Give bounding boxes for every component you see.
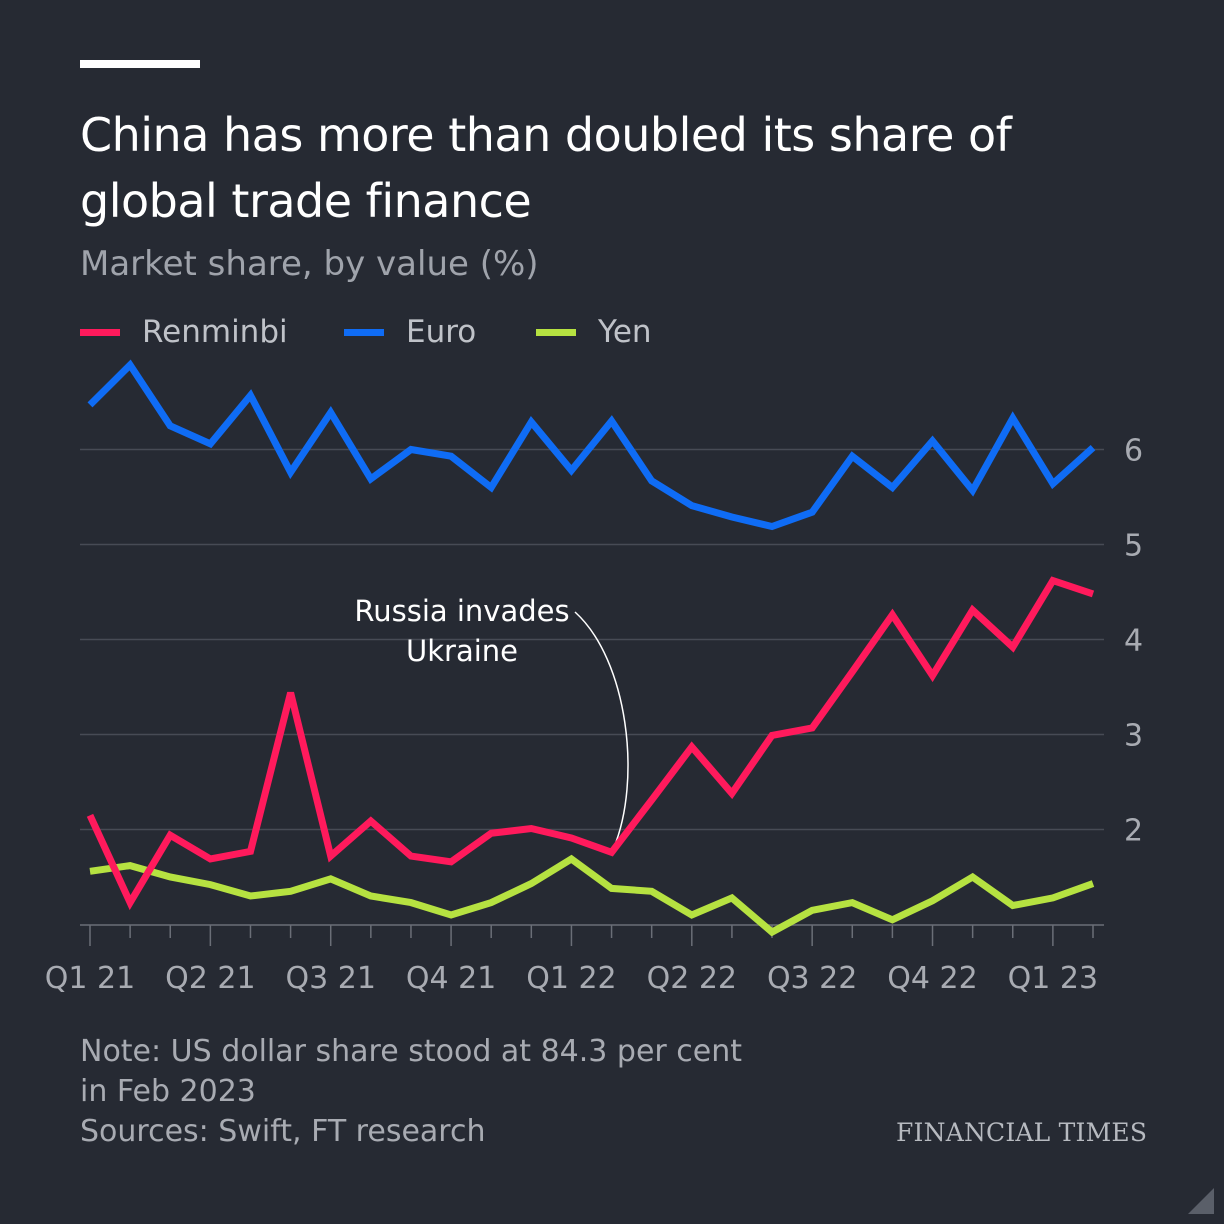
series-line-renminbi	[86, 576, 1095, 911]
legend-item-euro: Euro	[344, 310, 476, 354]
y-tick-label-6: 6	[1124, 434, 1143, 469]
note-line-2: in Feb 2023	[80, 1074, 256, 1109]
legend-label-yen: Yen	[598, 314, 652, 350]
chart-title: China has more than doubled its share of…	[80, 108, 1012, 228]
y-tick-label-2: 2	[1124, 814, 1143, 849]
x-tick-label: Q1 22	[526, 961, 616, 996]
x-tick-label: Q1 21	[45, 961, 135, 996]
y-tick-label-3: 3	[1124, 719, 1143, 754]
annotation-text: Russia invades	[354, 594, 569, 628]
x-tick-label: Q1 23	[1008, 961, 1098, 996]
x-tick-label: Q2 22	[647, 961, 737, 996]
annotation-connector	[574, 611, 629, 849]
x-tick-label: Q4 22	[887, 961, 977, 996]
header-accent-bar	[80, 60, 200, 68]
legend-swatch-euro	[344, 328, 384, 336]
annotation-text: Ukraine	[406, 634, 518, 668]
chart-notes: Note: US dollar share stood at 84.3 per …	[80, 1032, 742, 1152]
corner-fold-icon	[1188, 1188, 1214, 1214]
legend-swatch-renminbi	[80, 328, 120, 336]
x-tick-label: Q4 21	[406, 961, 496, 996]
x-tick-label: Q3 22	[767, 961, 857, 996]
y-tick-label-5: 5	[1124, 529, 1143, 564]
note-line-1: Note: US dollar share stood at 84.3 per …	[80, 1034, 743, 1069]
x-tick-label: Q2 21	[165, 961, 255, 996]
x-tick-label: Q3 21	[286, 961, 376, 996]
chart-subtitle: Market share, by value (%)	[80, 244, 539, 284]
legend-item-yen: Yen	[536, 310, 652, 354]
series-line-euro	[87, 359, 1096, 531]
series-line-yen	[89, 854, 1095, 937]
legend-label-euro: Euro	[406, 314, 477, 350]
legend-label-renminbi: Renminbi	[142, 314, 288, 350]
y-tick-label-4: 4	[1124, 624, 1143, 659]
financial-times-logo: FINANCIAL TIMES	[896, 1118, 1148, 1147]
legend-item-renminbi: Renminbi	[80, 310, 288, 354]
legend-swatch-yen	[536, 328, 576, 336]
sources-line: Sources: Swift, FT research	[80, 1114, 486, 1149]
